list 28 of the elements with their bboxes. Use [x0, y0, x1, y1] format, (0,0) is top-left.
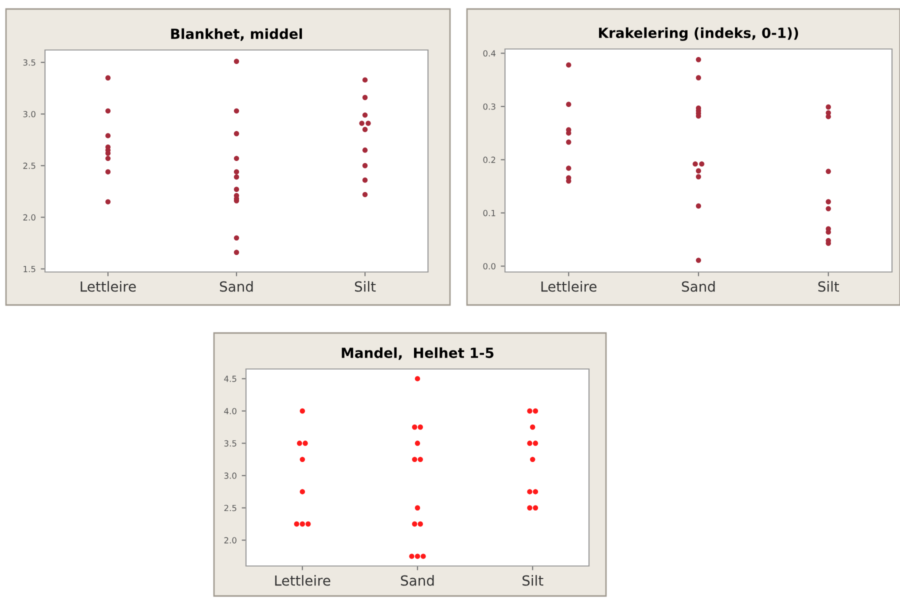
y-tick-label: 2.0	[23, 214, 36, 221]
x-tick-label: Silt	[818, 281, 840, 292]
x-tick-label: Lettleire	[275, 575, 330, 586]
y-tick-label: 1.5	[24, 266, 36, 272]
x-tick-label: Sand	[682, 281, 715, 292]
y-tick-label: 0.3	[483, 103, 496, 110]
x-tick-label: Lettleire	[541, 281, 596, 292]
y-tick-label: 3.5	[224, 440, 236, 447]
y-tick-label: 0.1	[483, 210, 496, 216]
y-tick-label: 3.0	[23, 111, 36, 118]
x-tick-label: Silt	[522, 575, 544, 586]
y-tick-label: 3.5	[23, 59, 36, 66]
chart-title: Krakelering (indeks, 0-1))	[599, 27, 798, 41]
chart-title: Mandel, Helhet 1-5	[342, 347, 494, 360]
y-tick-label: 4.0	[224, 408, 236, 414]
y-tick-label: 0.4	[483, 50, 496, 57]
y-tick-label: 0.2	[483, 156, 496, 163]
x-tick-label: Silt	[354, 281, 376, 292]
y-tick-label: 2.0	[224, 537, 236, 544]
y-tick-label: 3.0	[224, 472, 236, 479]
x-tick-label: Lettleire	[80, 281, 136, 292]
x-tick-label: Sand	[220, 281, 253, 292]
x-tick-label: Sand	[400, 575, 434, 586]
y-tick-label: 0.0	[483, 263, 496, 270]
y-tick-label: 2.5	[224, 504, 236, 512]
y-tick-label: 2.5	[23, 162, 36, 169]
y-tick-label: 4.5	[224, 376, 236, 382]
chart-title: Blankhet, middel	[171, 28, 302, 41]
